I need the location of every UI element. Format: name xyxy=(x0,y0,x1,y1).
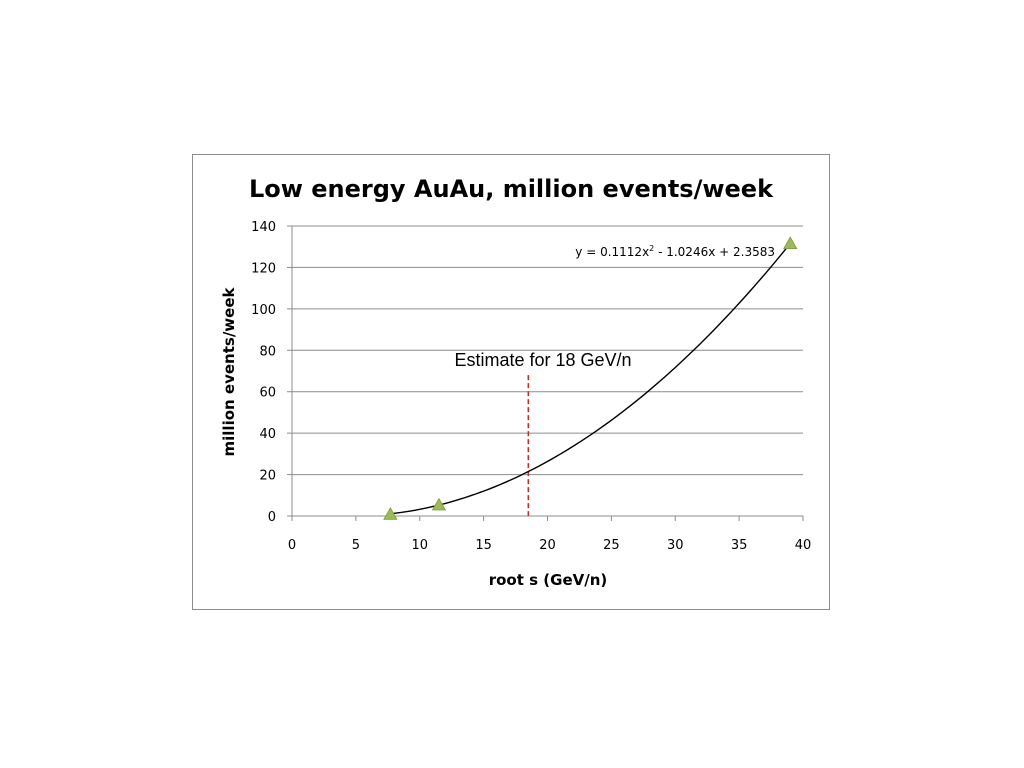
data-points xyxy=(383,236,798,520)
chart-frame xyxy=(192,154,830,610)
x-tick-label: 5 xyxy=(352,538,360,553)
x-tick-label: 30 xyxy=(667,538,684,553)
y-tick-label: 0 xyxy=(268,510,276,525)
x-tick-label: 20 xyxy=(539,538,556,553)
data-point xyxy=(783,236,798,250)
y-tick-label: 20 xyxy=(259,469,276,484)
data-point xyxy=(431,497,447,511)
equation-rest: - 1.0246x + 2.3583 xyxy=(654,245,775,259)
chart-title: Low energy AuAu, million events/week xyxy=(249,175,774,203)
y-tick-label: 40 xyxy=(259,427,276,442)
annotation-label: Estimate for 18 GeV/n xyxy=(454,350,631,370)
y-axis-title: million events/week xyxy=(220,286,238,456)
x-tick-labels: 0 5 10 15 20 25 30 35 40 xyxy=(288,538,811,553)
trendline xyxy=(390,243,791,515)
x-tick-label: 40 xyxy=(795,538,812,553)
y-tick-labels: 0 20 40 60 80 100 120 140 xyxy=(251,220,276,525)
data-point xyxy=(383,507,398,520)
grid xyxy=(292,225,803,476)
x-axis-title: root s (GeV/n) xyxy=(489,571,608,589)
trendline-equation: y = 0.1112x2 - 1.0246x + 2.3583 xyxy=(575,244,775,259)
x-tick-label: 10 xyxy=(411,538,428,553)
x-tick-label: 0 xyxy=(288,538,296,553)
x-tick-label: 35 xyxy=(731,538,748,553)
y-tick-label: 120 xyxy=(251,261,276,276)
equation-superscript: 2 xyxy=(649,244,654,253)
trendline-curve xyxy=(390,243,791,515)
y-tick-label: 60 xyxy=(259,386,276,401)
x-tick-label: 15 xyxy=(475,538,492,553)
annotation: Estimate for 18 GeV/n xyxy=(454,350,632,516)
axes xyxy=(287,225,804,521)
y-tick-label: 80 xyxy=(259,344,276,359)
y-tick-label: 100 xyxy=(251,303,276,318)
y-tick-label: 140 xyxy=(251,220,276,235)
equation-base: y = 0.1112x xyxy=(575,245,649,259)
x-tick-label: 25 xyxy=(603,538,620,553)
